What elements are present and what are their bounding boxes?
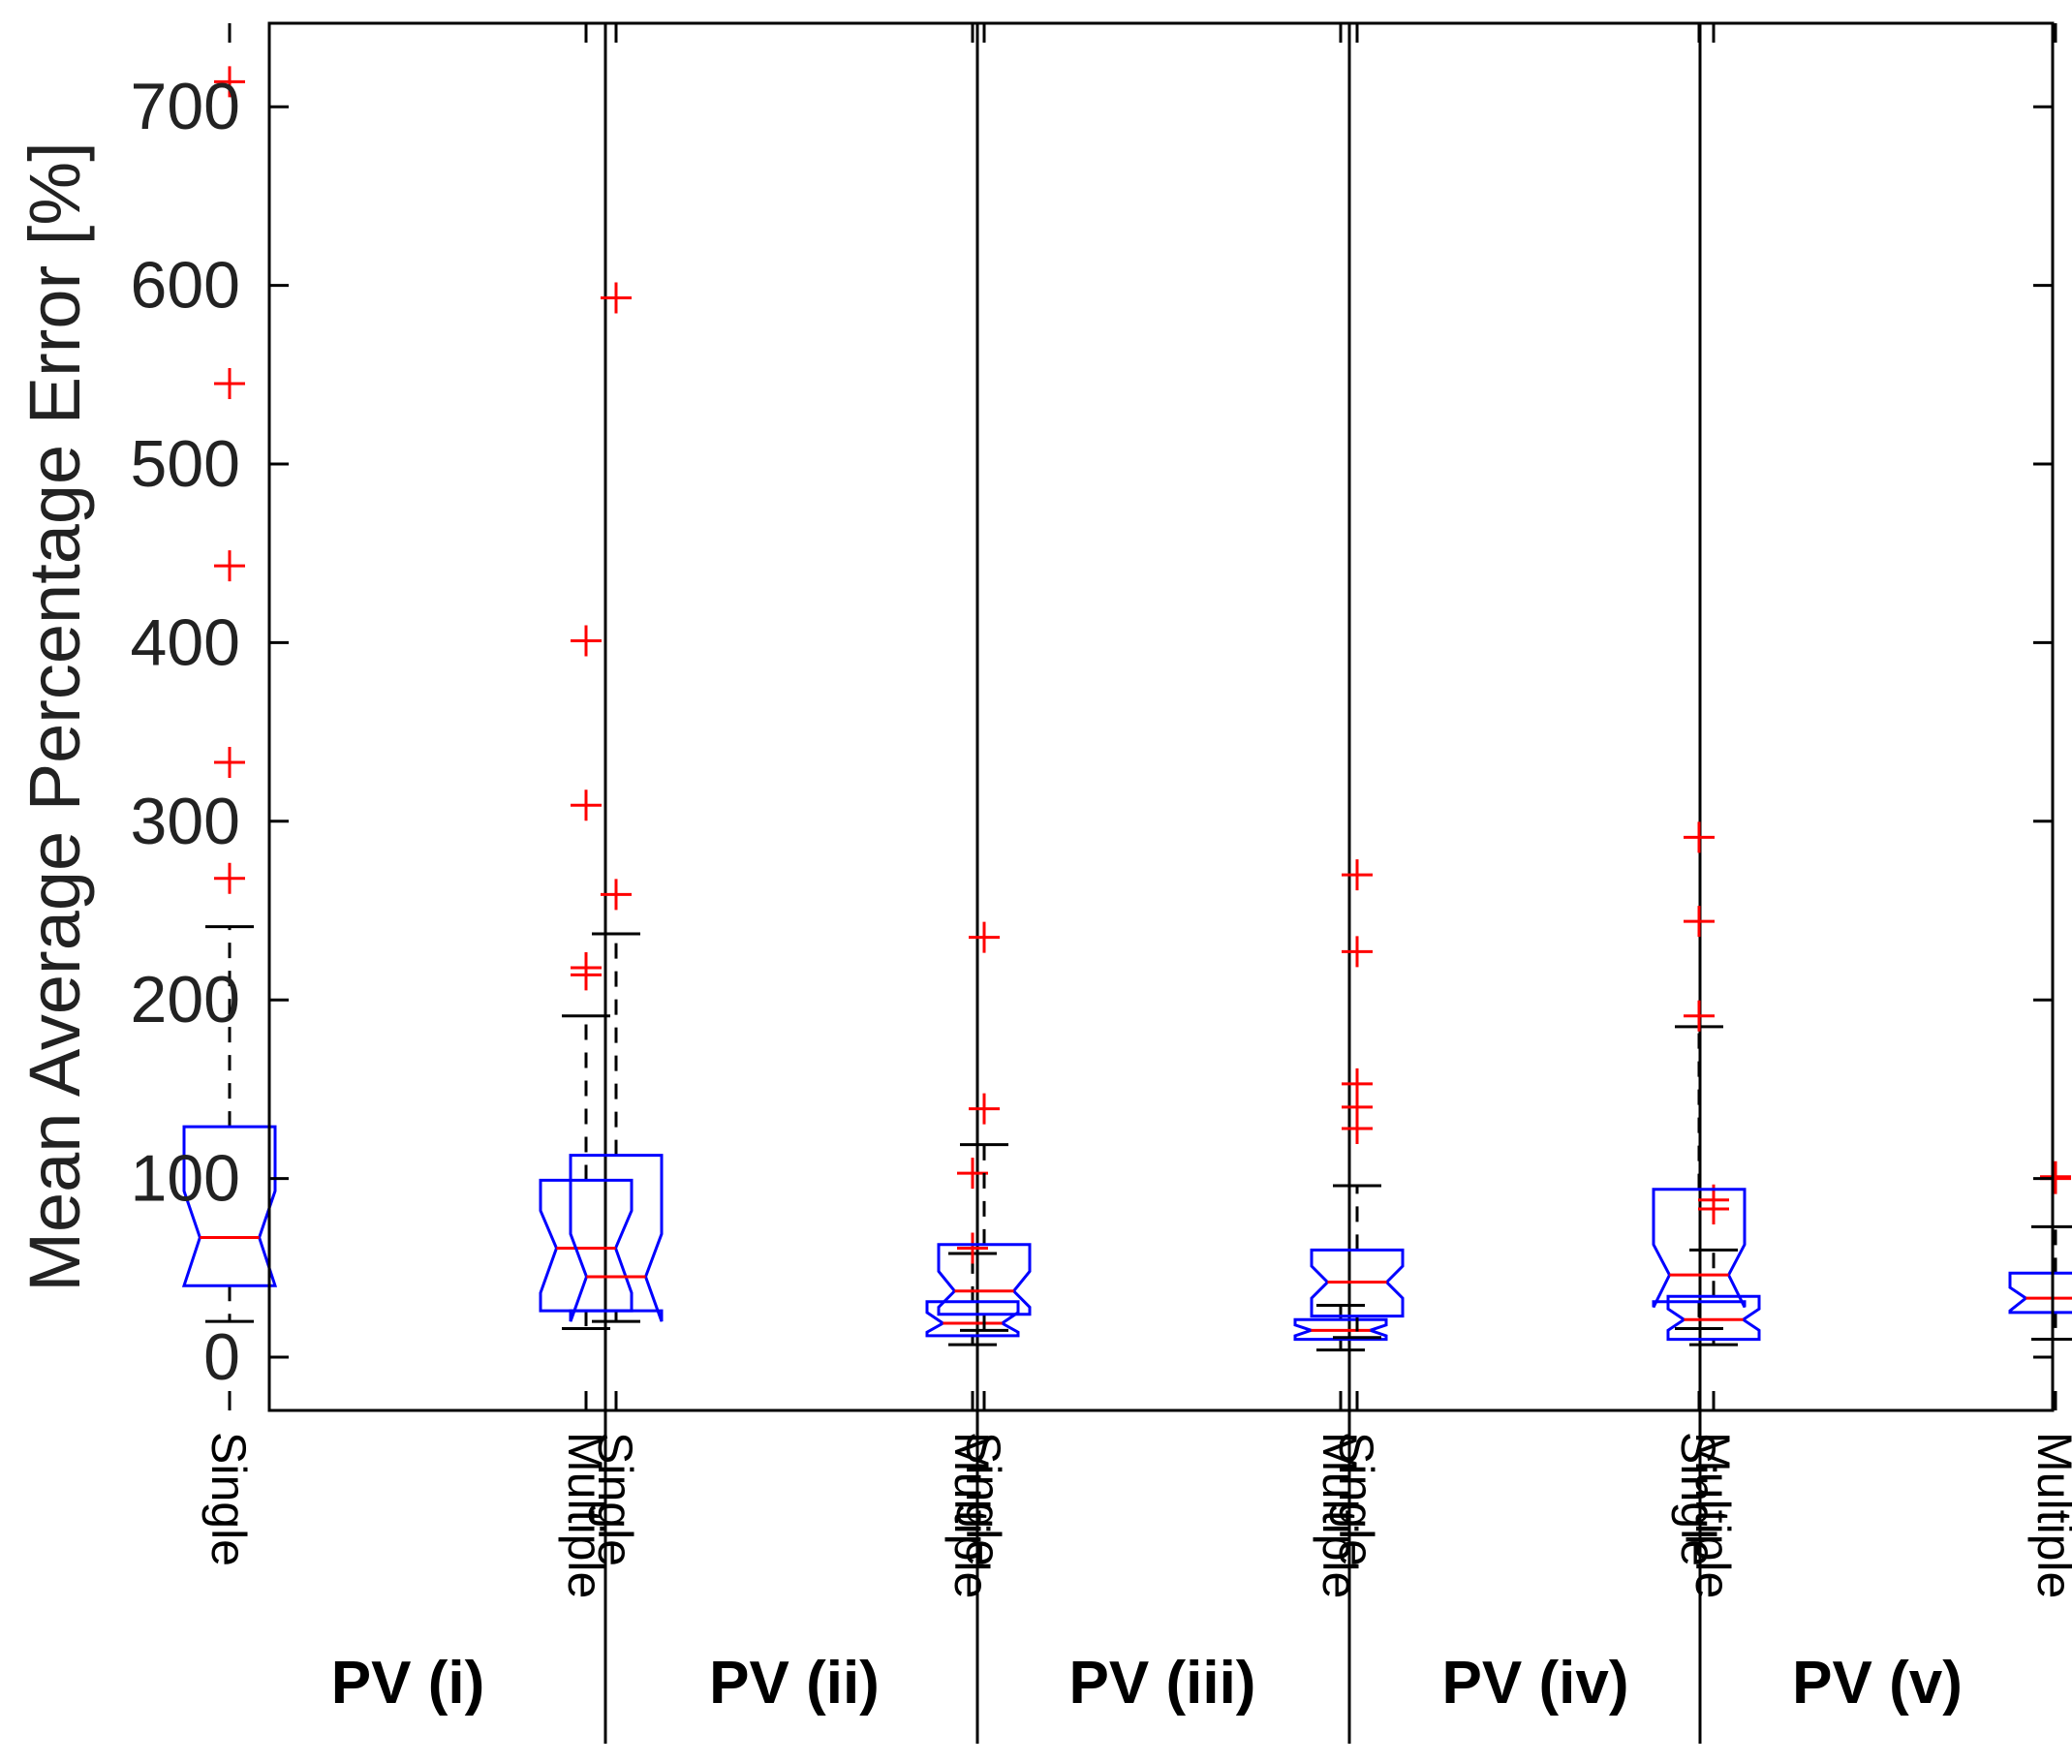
outlier-marker bbox=[1342, 1068, 1373, 1099]
category-label: Multiple bbox=[1313, 1432, 1367, 1598]
outlier-marker bbox=[601, 282, 632, 314]
y-tick-label: 200 bbox=[131, 963, 240, 1037]
y-tick-label: 500 bbox=[131, 427, 240, 501]
plot-frame bbox=[267, 21, 2055, 1412]
outlier-marker bbox=[969, 1093, 1000, 1125]
group-label: PV (iii) bbox=[1069, 1650, 1256, 1717]
boxes-layer bbox=[181, 66, 2072, 1352]
outlier-marker bbox=[214, 66, 245, 98]
outlier-marker bbox=[1342, 936, 1373, 968]
group-label: PV (ii) bbox=[709, 1650, 880, 1717]
box-3-0 bbox=[1310, 859, 1405, 1340]
outlier-marker bbox=[957, 1232, 988, 1264]
notched-box bbox=[539, 1178, 634, 1313]
notched-box bbox=[925, 1300, 1020, 1338]
outlier-marker bbox=[214, 368, 245, 400]
category-label: Single bbox=[201, 1432, 256, 1566]
notched-box bbox=[2008, 1271, 2072, 1315]
outlier-marker bbox=[969, 921, 1000, 953]
category-label: Single bbox=[956, 1432, 1010, 1566]
outlier-marker bbox=[214, 862, 245, 894]
y-axis-ticks: 0 100 200 300 400 500 600 700 bbox=[131, 70, 2053, 1394]
group-label: PV (iv) bbox=[1442, 1650, 1629, 1717]
y-tick-label: 400 bbox=[131, 605, 240, 679]
outlier-marker bbox=[571, 952, 602, 984]
y-tick-label: 700 bbox=[131, 70, 240, 143]
outlier-marker bbox=[571, 789, 602, 821]
group-label: PV (i) bbox=[331, 1650, 484, 1717]
y-tick-label: 100 bbox=[131, 1142, 240, 1216]
notched-box bbox=[1293, 1317, 1388, 1342]
outlier-marker bbox=[214, 550, 245, 582]
y-tick-label: 600 bbox=[131, 249, 240, 323]
category-label: Single bbox=[588, 1432, 642, 1566]
category-label: Multiple bbox=[558, 1432, 612, 1598]
y-axis-label: Mean Average Percentage Error [%] bbox=[15, 141, 95, 1291]
group-labels: PV (i) PV (ii) PV (iii) PV (iv) PV (v) bbox=[331, 1650, 1963, 1717]
box-0-1 bbox=[539, 625, 634, 1330]
box-2-0 bbox=[937, 921, 1032, 1332]
outlier-marker bbox=[1684, 1000, 1715, 1032]
outlier-marker bbox=[214, 746, 245, 778]
outlier-marker bbox=[1684, 906, 1715, 938]
outlier-marker bbox=[571, 625, 602, 657]
category-label: Multiple bbox=[1685, 1432, 1740, 1598]
box-1-1 bbox=[925, 1158, 1020, 1346]
box-4-0 bbox=[1652, 821, 1747, 1330]
category-label: Multiple bbox=[2027, 1432, 2072, 1598]
x-axis-ticks bbox=[228, 23, 2057, 1410]
category-label: Single bbox=[1329, 1432, 1383, 1566]
outlier-marker bbox=[1684, 821, 1715, 853]
box-0-0 bbox=[181, 66, 278, 1323]
notched-box bbox=[1652, 1188, 1747, 1309]
category-label: Multiple bbox=[944, 1432, 999, 1598]
group-separators bbox=[603, 23, 1702, 1744]
category-label: Single bbox=[1671, 1432, 1725, 1566]
outlier-marker bbox=[601, 879, 632, 911]
outlier-marker bbox=[1342, 859, 1373, 891]
box-1-0 bbox=[569, 282, 664, 1323]
notched-box bbox=[1666, 1294, 1761, 1342]
notched-box bbox=[1310, 1248, 1405, 1318]
notched-box bbox=[569, 1154, 664, 1322]
y-tick-label: 300 bbox=[131, 785, 240, 858]
group-label: PV (v) bbox=[1792, 1650, 1963, 1717]
notched-box bbox=[937, 1243, 1032, 1316]
y-tick-label: 0 bbox=[203, 1320, 240, 1394]
box-2-1 bbox=[1293, 1304, 1388, 1352]
outlier-marker bbox=[2040, 1161, 2071, 1192]
box-4-1 bbox=[2008, 1161, 2072, 1342]
